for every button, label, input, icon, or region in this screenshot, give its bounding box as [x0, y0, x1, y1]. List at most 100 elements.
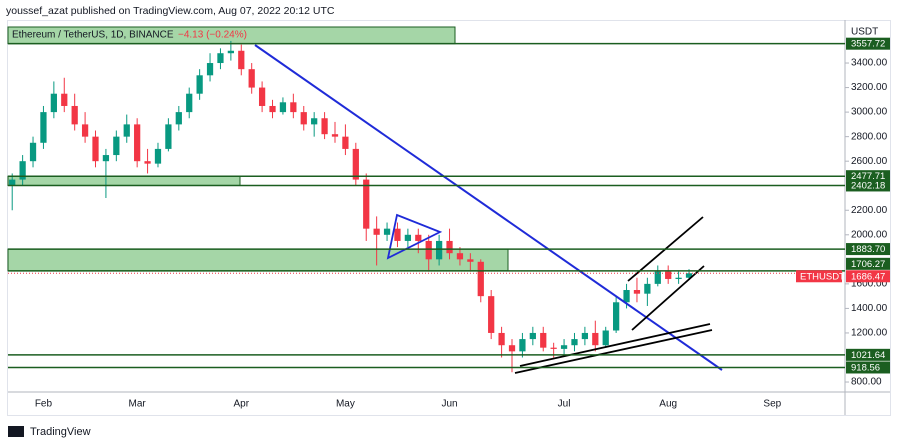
channel-lower [631, 265, 705, 331]
y-tick-label: 3400.00 [851, 58, 888, 69]
triangle [386, 213, 443, 260]
price-box [846, 170, 890, 183]
x-tick-label: Aug [659, 399, 677, 410]
price-box [846, 361, 890, 374]
y-tick-label: 1400.00 [851, 303, 888, 314]
candle-body [227, 50, 234, 54]
candle-body [477, 261, 484, 297]
candle-body [29, 142, 37, 162]
candle-body [373, 228, 380, 235]
candle-body [61, 93, 68, 106]
candle-body [623, 290, 630, 303]
candle-body [248, 69, 255, 88]
candle-body [529, 332, 536, 340]
candle-body [571, 339, 578, 346]
x-tick-label: Jun [441, 399, 457, 410]
candle-body [113, 136, 120, 156]
candle-body [134, 124, 141, 162]
candle-body [654, 271, 661, 284]
candle-body [602, 330, 609, 346]
support-line [519, 323, 711, 367]
candle-body [269, 105, 276, 113]
candle-body [560, 345, 568, 349]
candle-body [540, 332, 547, 348]
candle-body [446, 240, 453, 254]
candle-body [352, 148, 359, 180]
candle-body [238, 50, 245, 70]
header: youssef_azat published on TradingView.co… [6, 5, 335, 17]
candle-body [456, 253, 464, 260]
candle-body [581, 332, 589, 340]
change: −4.13 (−0.24%) [178, 30, 247, 41]
trend-line [254, 44, 723, 371]
price-box [846, 257, 890, 270]
price-box-label: 1021.64 [851, 350, 885, 361]
candle-body [300, 112, 307, 125]
x-tick-label: Sep [763, 399, 781, 410]
zone [7, 175, 241, 186]
y-tick-label: 3200.00 [851, 82, 888, 93]
y-tick-label: 800.00 [851, 377, 882, 388]
candle-body [40, 112, 47, 143]
candle-body [613, 302, 620, 331]
price-box-label: 1883.70 [851, 244, 885, 255]
currency: USDT [851, 27, 878, 38]
y-tick-label: 2000.00 [851, 229, 888, 240]
candle-body [92, 136, 99, 162]
candle-body [665, 271, 672, 279]
symbol-label: ETHUSDT [800, 271, 845, 282]
candle-body [321, 118, 328, 135]
footer: TradingView [30, 426, 91, 438]
candle-body [206, 63, 214, 76]
candle-body [644, 283, 651, 294]
price-box [846, 348, 890, 361]
candle-body [550, 347, 557, 349]
candle-body [435, 240, 443, 260]
y-tick-label: 3000.00 [851, 107, 888, 118]
price-box-label: 918.56 [851, 362, 880, 373]
price-box [846, 243, 890, 256]
candle-body [154, 148, 162, 164]
x-tick-label: Mar [129, 399, 147, 410]
y-tick-label: 1200.00 [851, 328, 888, 339]
candle-body [592, 332, 599, 346]
price-box-label: 1706.27 [851, 259, 885, 270]
y-tick-label: 2200.00 [851, 205, 888, 216]
candle-body [196, 75, 203, 94]
symbol-title: Ethereum / TetherUS, 1D, BINANCE [12, 30, 174, 41]
candle-body [633, 290, 641, 294]
x-tick-label: Jul [558, 399, 571, 410]
candle-body [290, 102, 297, 113]
candle-body [498, 332, 505, 346]
candle-body [519, 339, 526, 352]
candle-body [175, 112, 182, 125]
candle-body [508, 345, 516, 352]
candle-body [675, 277, 682, 279]
candle-body [81, 124, 89, 137]
candle-body [467, 259, 474, 262]
candle-body [331, 134, 339, 137]
candle-body [488, 296, 495, 333]
candle-body [279, 102, 287, 113]
price-box [846, 179, 890, 192]
candle-body [19, 161, 26, 180]
candle-body [258, 87, 266, 106]
y-tick-label: 2600.00 [851, 156, 888, 167]
x-tick-label: Feb [35, 399, 53, 410]
support-line [514, 329, 713, 374]
price-box-label: 3557.72 [851, 39, 885, 50]
chart-frame [7, 20, 891, 416]
candle-body [394, 228, 401, 241]
y-tick-label: 2800.00 [851, 131, 888, 142]
last-price-label: 1686.47 [851, 271, 885, 282]
candle-body [186, 93, 193, 113]
zone [7, 248, 509, 272]
candle-body [342, 136, 349, 149]
candle-body [165, 124, 172, 149]
price-box-label: 2402.18 [851, 180, 885, 191]
candle-body [123, 124, 130, 137]
candle-body [363, 179, 370, 229]
footer-logo [8, 426, 24, 437]
candle-body [685, 273, 693, 278]
